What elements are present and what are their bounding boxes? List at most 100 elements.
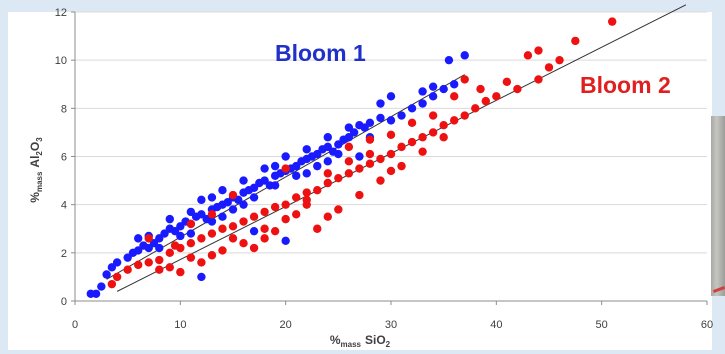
point-series2-44	[608, 17, 617, 26]
trendline-1	[106, 74, 465, 280]
point-series2-1	[112, 272, 122, 282]
point-series2-38	[492, 92, 501, 101]
point-series2-16	[260, 207, 269, 217]
point-series2-76	[376, 176, 385, 185]
point-series2-63	[176, 267, 185, 277]
point-series2-45	[534, 46, 543, 55]
point-series2-61	[218, 246, 227, 255]
point-series1-85	[249, 226, 259, 236]
point-series2-25	[355, 164, 364, 173]
point-series2-39	[513, 84, 522, 94]
point-series2-84	[207, 210, 217, 219]
point-series2-19	[292, 193, 301, 202]
point-series2-55	[344, 142, 354, 152]
point-series2-37	[481, 96, 490, 106]
point-series2-31	[418, 133, 427, 142]
point-series2-8	[176, 243, 185, 253]
bloom-2-annotation: Bloom 2	[580, 72, 671, 98]
point-series2-46	[523, 51, 533, 60]
x-tick-label-40: 40	[490, 319, 502, 331]
y-tick-label-4: 4	[61, 200, 67, 212]
point-series2-5	[155, 255, 164, 265]
point-series2-9	[186, 239, 196, 248]
point-series1-68	[228, 205, 238, 214]
series-2	[107, 17, 617, 289]
point-series1-72	[270, 181, 280, 190]
point-series2-49	[460, 75, 469, 84]
point-series2-87	[344, 157, 354, 166]
point-series1-65	[197, 195, 206, 205]
point-series1-84	[197, 272, 206, 282]
point-series1-75	[302, 145, 311, 154]
trendlines	[106, 4, 687, 292]
point-series1-58	[418, 99, 427, 108]
point-series1-95	[186, 207, 196, 217]
point-series1-67	[218, 186, 227, 195]
data-points	[86, 17, 617, 298]
point-series2-81	[302, 195, 311, 205]
point-series2-10	[197, 234, 206, 243]
point-series1-96	[376, 99, 385, 108]
point-series2-43	[571, 36, 580, 46]
plot-panel	[8, 12, 712, 350]
point-series1-69	[239, 176, 248, 185]
point-series2-12	[218, 224, 227, 233]
point-series2-40	[534, 75, 543, 84]
point-series2-21	[313, 186, 322, 195]
y-tick-label-10: 10	[55, 55, 67, 67]
point-series2-30	[407, 137, 417, 147]
point-series1-5	[112, 258, 122, 267]
point-series2-52	[407, 118, 417, 127]
point-series1-76	[313, 161, 322, 171]
point-series2-86	[260, 234, 269, 243]
point-series1-62	[460, 51, 469, 60]
y-tick-label-12: 12	[55, 7, 67, 19]
point-series1-1	[91, 289, 101, 298]
point-series2-6	[165, 248, 174, 258]
point-series1-56	[397, 111, 406, 120]
point-series2-13	[228, 222, 238, 231]
point-series2-73	[313, 224, 322, 233]
point-series2-85	[186, 219, 196, 229]
x-tick-label-20: 20	[280, 319, 292, 331]
point-series2-56	[323, 169, 332, 178]
point-series2-65	[144, 234, 153, 243]
point-series1-78	[334, 149, 343, 159]
point-series2-47	[502, 77, 512, 87]
point-series1-70	[249, 193, 259, 202]
point-series1-91	[270, 161, 280, 171]
point-series1-82	[176, 231, 185, 241]
point-series2-33	[439, 120, 448, 130]
point-series1-73	[281, 152, 290, 161]
point-series1-83	[134, 234, 143, 243]
point-series2-68	[207, 251, 217, 260]
point-series2-20	[302, 188, 311, 197]
y-tick-label-6: 6	[61, 152, 67, 164]
point-series1-98	[418, 87, 427, 96]
point-series1-71	[260, 164, 269, 173]
point-series2-11	[207, 229, 217, 238]
point-series2-27	[376, 154, 385, 164]
y-tick-label-0: 0	[61, 296, 67, 308]
x-tick-label-50: 50	[596, 319, 608, 331]
point-series2-78	[418, 147, 427, 156]
point-series2-41	[544, 63, 554, 72]
point-series2-28	[386, 149, 396, 159]
x-tick-label-30: 30	[385, 319, 397, 331]
point-series1-81	[155, 243, 164, 253]
point-series2-36	[471, 104, 480, 113]
cropped-photo-edge	[711, 116, 725, 296]
point-series2-50	[450, 92, 459, 101]
point-series2-70	[249, 243, 259, 253]
point-series1-53	[365, 118, 375, 127]
point-series2-34	[450, 116, 459, 125]
point-series2-51	[428, 111, 438, 120]
point-series1-94	[207, 193, 217, 202]
point-series1-66	[207, 217, 217, 226]
point-series2-15	[249, 212, 259, 221]
point-series2-72	[292, 210, 301, 219]
point-series1-93	[218, 212, 227, 221]
point-series2-58	[281, 214, 290, 224]
series-1	[86, 51, 469, 298]
point-series2-53	[386, 130, 396, 140]
